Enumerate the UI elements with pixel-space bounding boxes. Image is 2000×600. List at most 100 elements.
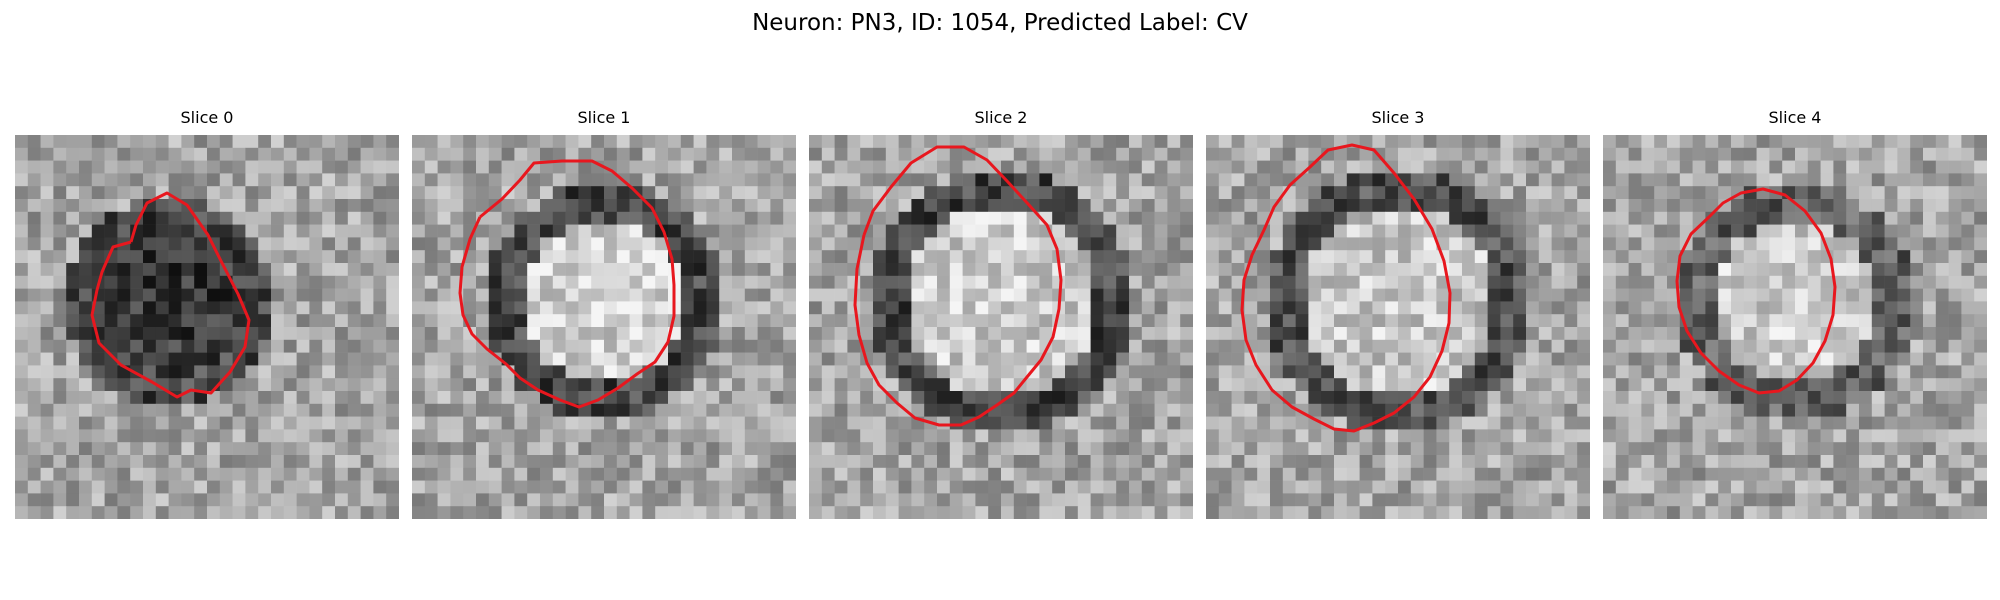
pixel-cell [91,173,105,187]
pixel-cell [1065,160,1079,174]
pixel-cell [1551,480,1565,494]
pixel-cell [655,199,669,213]
pixel-cell [847,173,861,187]
pixel-cell [488,352,502,366]
pixel-cell [258,365,272,379]
pixel-cell [1526,467,1540,481]
pixel-cell [1974,442,1987,456]
pixel-cell [719,403,733,417]
pixel-cell [91,147,105,161]
pixel-cell [79,135,93,149]
pixel-cell [1846,173,1860,187]
pixel-cell [1449,403,1463,417]
pixel-cell [130,160,144,174]
pixel-cell [1346,186,1360,200]
pixel-cell [1218,135,1232,149]
pixel-cell [732,391,746,405]
pixel-cell [424,314,438,328]
pixel-cell [1321,506,1335,519]
pixel-cell [194,455,208,469]
pixel-cell [1270,327,1284,341]
pixel-cell [1462,327,1476,341]
pixel-cell [296,365,310,379]
pixel-cell [117,506,131,519]
pixel-cell [27,275,41,289]
pixel-cell [1436,391,1450,405]
pixel-cell [1257,429,1271,443]
pixel-cell [988,327,1002,341]
pixel-cell [1154,365,1168,379]
pixel-cell [1961,403,1975,417]
pixel-cell [1807,160,1821,174]
pixel-cell [514,275,528,289]
pixel-cell [283,442,297,456]
pixel-cell [962,442,976,456]
pixel-cell [66,135,80,149]
pixel-cell [1398,263,1412,277]
pixel-cell [873,506,887,519]
pixel-cell [552,467,566,481]
pixel-cell [616,339,630,353]
pixel-cell [1206,506,1220,519]
pixel-cell [937,391,951,405]
pixel-cell [79,288,93,302]
pixel-cell [450,467,464,481]
pixel-cell [1961,173,1975,187]
pixel-cell [347,224,361,238]
pixel-cell [296,442,310,456]
pixel-cell [1910,147,1924,161]
pixel-cell [949,403,963,417]
pixel-cell [1974,224,1987,238]
pixel-cell [1961,224,1975,238]
pixel-cell [271,480,285,494]
slice-panel-2: Slice 2 [809,108,1193,519]
pixel-cell [1910,493,1924,507]
pixel-cell [1833,147,1847,161]
pixel-cell [104,263,118,277]
pixel-cell [1654,467,1668,481]
pixel-cell [578,467,592,481]
pixel-cell [1103,263,1117,277]
pixel-cell [1206,378,1220,392]
pixel-cell [1141,301,1155,315]
pixel-cell [1948,211,1962,225]
pixel-cell [1884,135,1898,149]
pixel-cell [1859,365,1873,379]
pixel-cell [1756,403,1770,417]
pixel-cell [552,237,566,251]
pixel-cell [245,455,259,469]
pixel-cell [540,135,554,149]
pixel-cell [488,467,502,481]
pixel-cell [1090,263,1104,277]
pixel-cell [322,327,336,341]
pixel-cell [1551,314,1565,328]
pixel-cell [1385,493,1399,507]
pixel-cell [1654,480,1668,494]
pixel-cell [66,442,80,456]
pixel-cell [988,391,1002,405]
pixel-cell [744,314,758,328]
pixel-cell [616,506,630,519]
pixel-cell [1538,160,1552,174]
pixel-cell [1359,493,1373,507]
pixel-cell [552,493,566,507]
pixel-cell [15,211,29,225]
pixel-cell [309,301,323,315]
pixel-cell [1270,352,1284,366]
pixel-cell [1846,186,1860,200]
pixel-cell [1167,263,1181,277]
pixel-cell [1154,224,1168,238]
pixel-cell [860,275,874,289]
pixel-cell [1935,275,1949,289]
pixel-cell [1487,186,1501,200]
pixel-cell [463,275,477,289]
pixel-cell [1628,327,1642,341]
pixel-cell [1372,288,1386,302]
pixel-cell [860,403,874,417]
pixel-cell [1756,467,1770,481]
pixel-cell [309,455,323,469]
pixel-cell [1692,263,1706,277]
pixel-cell [1692,429,1706,443]
pixel-cell [565,211,579,225]
pixel-cell [949,442,963,456]
